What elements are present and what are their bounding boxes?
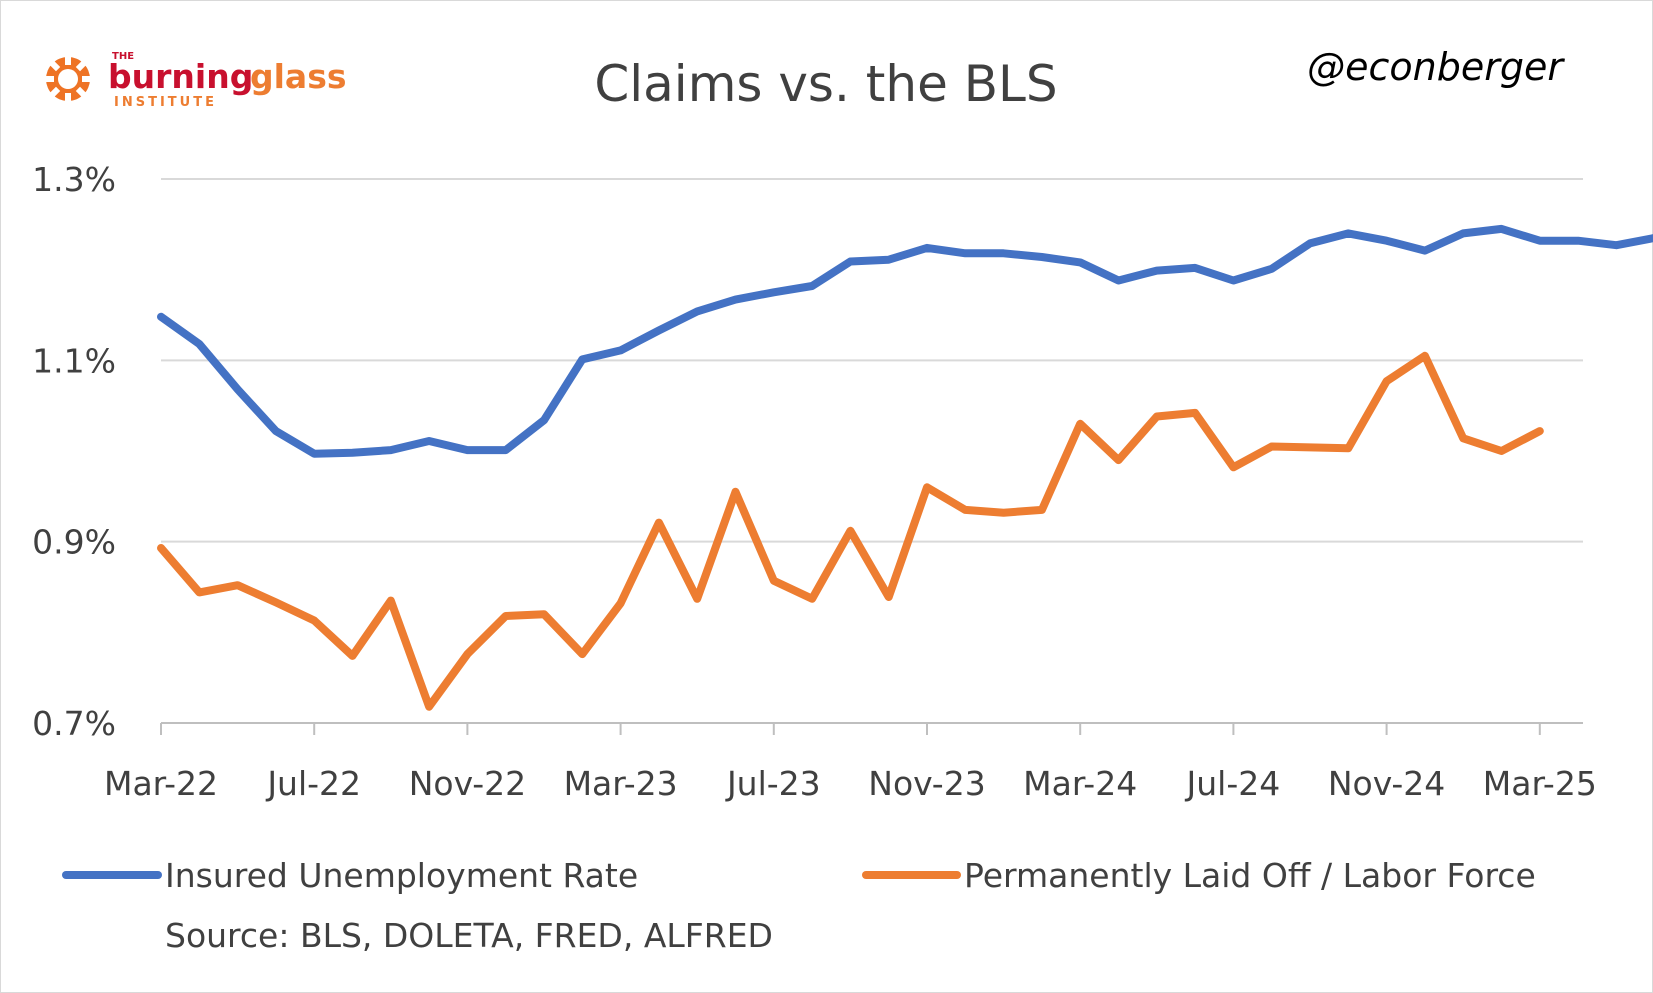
x-tick-label: Mar-23	[564, 764, 678, 803]
y-axis-ticks: 0.7% 0.9% 1.1% 1.3%	[32, 160, 116, 743]
y-tick-label: 0.9%	[32, 523, 116, 562]
legend-label-permanently-laid-off: Permanently Laid Off / Labor Force	[964, 856, 1536, 895]
source-note: Source: BLS, DOLETA, FRED, ALFRED	[165, 916, 773, 955]
gridlines	[161, 178, 1583, 543]
x-tick-label: Nov-23	[868, 764, 985, 803]
author-handle: @econberger	[1307, 45, 1565, 89]
x-tick-label: Nov-24	[1328, 764, 1445, 803]
y-tick-label: 0.7%	[32, 704, 116, 743]
legend-label-insured-unemployment: Insured Unemployment Rate	[165, 856, 638, 895]
x-tick-label: Mar-24	[1023, 764, 1137, 803]
chart-title: Claims vs. the BLS	[594, 55, 1057, 113]
series-line-permanently-laid-off	[157, 351, 1544, 711]
x-tick-label: Jul-23	[725, 764, 821, 803]
x-tick-label: Jul-24	[1185, 764, 1281, 803]
series-line-insured-unemployment	[157, 224, 1653, 458]
legend: Insured Unemployment Rate Permanently La…	[62, 856, 1536, 895]
x-tick-label: Jul-22	[265, 764, 361, 803]
burning-glass-logo: THE burning glass INSTITUTE	[45, 51, 347, 110]
logo-institute: INSTITUTE	[114, 95, 217, 110]
logo-the: THE	[112, 51, 134, 62]
y-tick-label: 1.1%	[32, 341, 116, 380]
logo-word-glass: glass	[250, 57, 347, 96]
logo-word-burning: burning	[108, 57, 253, 96]
x-tick-label: Mar-25	[1483, 764, 1597, 803]
y-tick-label: 1.3%	[32, 160, 116, 199]
x-tick-label: Mar-22	[104, 764, 218, 803]
x-axis: Mar-22 Jul-22 Nov-22 Mar-23 Jul-23 Nov-23 Mar-…	[104, 722, 1597, 803]
x-tick-label: Nov-22	[409, 764, 526, 803]
series-lines	[157, 224, 1653, 711]
sun-icon	[45, 56, 91, 102]
